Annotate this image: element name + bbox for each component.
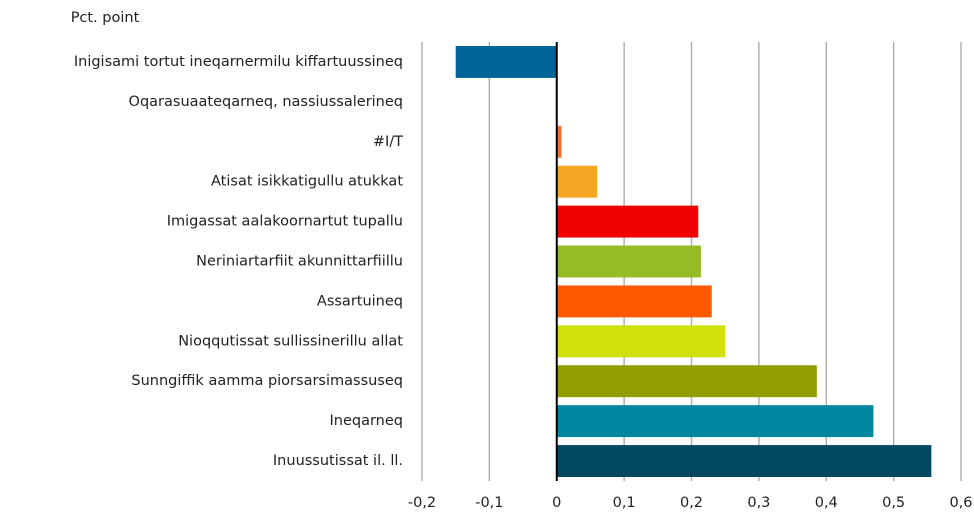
x-tick-label: 0,3: [747, 495, 770, 511]
bar: [455, 45, 557, 78]
y-tick-label: #I/T: [373, 134, 403, 150]
y-tick-label: Inigisami tortut ineqarnermilu kiffartuu…: [74, 54, 403, 70]
bar: [556, 365, 817, 398]
x-tick-label: 0,6: [949, 495, 972, 511]
x-tick-label: -0,2: [408, 495, 436, 511]
y-tick-label: Ineqarneq: [330, 413, 404, 429]
bar: [556, 405, 874, 438]
bar: [556, 325, 726, 358]
y-tick-label: Inuussutissat il. ll.: [273, 453, 403, 469]
bar: [556, 165, 598, 198]
y-tick-label: Neriniartarfiit akunnittarfiillu: [196, 254, 403, 270]
bar: [556, 125, 562, 158]
axis-title: Pct. point: [71, 10, 140, 26]
y-tick-label: Assartuineq: [317, 293, 403, 309]
bar: [556, 205, 699, 238]
x-tick-label: 0,1: [613, 495, 636, 511]
x-tick-label: 0,4: [815, 495, 838, 511]
x-tick-label: -0,1: [475, 495, 503, 511]
bar: [556, 445, 932, 478]
x-tick-label: 0,5: [882, 495, 905, 511]
bar: [556, 285, 712, 318]
y-tick-label: Nioqqutissat sullissinerillu allat: [178, 333, 403, 349]
y-tick-label: Sunngiffik aamma piorsarsimassuseq: [131, 373, 403, 389]
y-tick-label: Atisat isikkatigullu atukkat: [211, 174, 403, 190]
y-tick-label: Oqarasuaateqarneq, nassiussalerineq: [129, 94, 403, 110]
x-tick-label: 0: [552, 495, 561, 511]
x-tick-label: 0,2: [680, 495, 703, 511]
y-tick-label: Imigassat aalakoornartut tupallu: [167, 214, 403, 230]
bar: [556, 245, 701, 278]
